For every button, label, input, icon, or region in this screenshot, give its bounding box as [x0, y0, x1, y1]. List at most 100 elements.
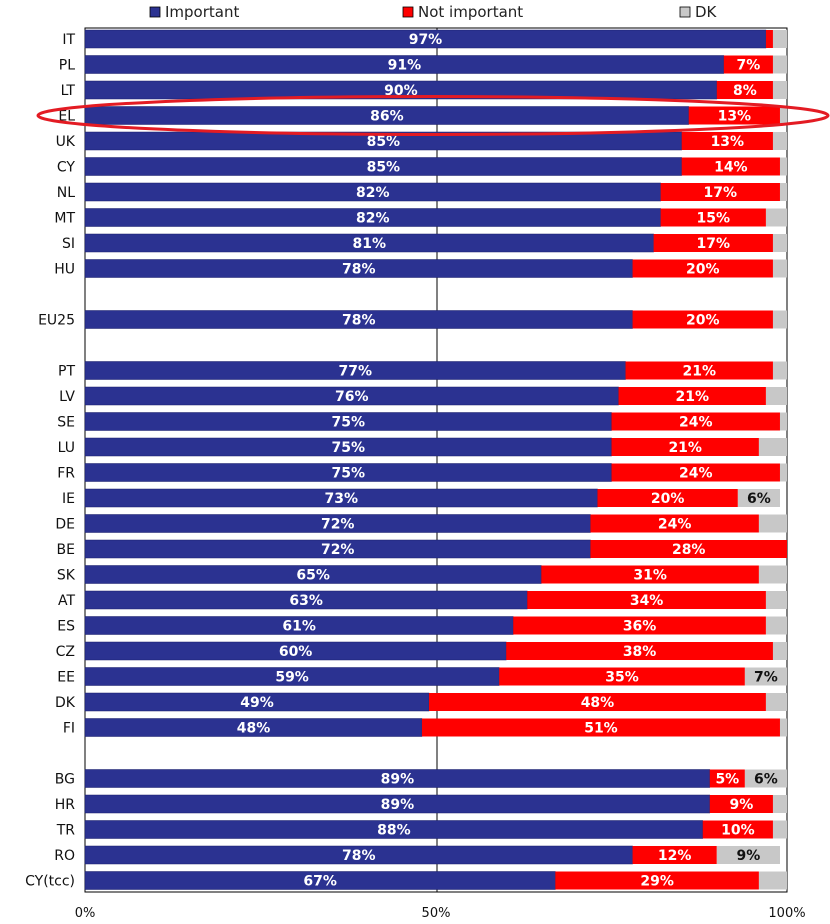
bar-not-important [506, 642, 773, 660]
bar-value-label: 81% [353, 236, 387, 252]
bar-not-important [428, 693, 766, 711]
bar-value-label: 86% [370, 109, 404, 125]
bar-value-label: 65% [296, 568, 330, 584]
bar-value-label: 20% [686, 313, 720, 329]
category-label: PL [59, 58, 75, 74]
bar-value-label: 63% [289, 593, 323, 609]
bar-dk [765, 387, 787, 405]
bar-dk [772, 310, 787, 329]
bar-value-label: 17% [704, 185, 738, 201]
x-tick-label: 100% [768, 906, 805, 921]
bar-value-label: 13% [711, 134, 745, 150]
bar-value-label: 21% [668, 440, 702, 456]
bar-dk [765, 693, 787, 711]
bar-value-label: 6% [754, 772, 778, 788]
bar-dk [772, 820, 787, 839]
bar-dk [772, 361, 787, 380]
highlight-ellipse [36, 95, 830, 136]
category-label: LV [59, 389, 75, 405]
category-label: CY(tcc) [25, 874, 75, 890]
bar-important [84, 871, 556, 890]
bar-not-important [660, 208, 766, 227]
bar-not-important [555, 871, 759, 890]
bar-not-important [632, 846, 717, 864]
bar-value-label: 34% [630, 593, 664, 609]
x-axis-ticks: 0% 50% 100% [75, 906, 806, 921]
bar-dk [779, 412, 787, 431]
bar-value-label: 8% [733, 83, 757, 99]
category-label: IT [62, 32, 75, 48]
bar-dk [779, 106, 787, 125]
category-label: BG [55, 772, 75, 788]
bar-value-label: 7% [736, 58, 760, 74]
bar-value-label: 91% [388, 58, 422, 74]
category-label: CZ [56, 644, 75, 660]
bar-value-label: 78% [342, 313, 376, 329]
bar-value-label: 24% [679, 466, 713, 482]
bar-dk [744, 667, 787, 686]
category-label: BE [57, 542, 75, 558]
bar-dk [779, 718, 787, 737]
bar-value-label: 89% [381, 797, 415, 813]
bar-value-label: 28% [672, 542, 706, 558]
category-label: AT [58, 593, 75, 609]
bar-value-label: 36% [623, 619, 657, 635]
bar-not-important [625, 361, 773, 380]
bar-dk [772, 132, 787, 150]
bar-not-important [513, 616, 766, 635]
x-tick-label: 50% [422, 906, 451, 921]
bar-value-label: 75% [331, 440, 365, 456]
bar-dk [765, 591, 787, 609]
bar-not-important [611, 463, 780, 482]
category-label: FI [63, 721, 75, 737]
bar-value-label: 97% [409, 32, 443, 48]
bar-value-label: 85% [367, 134, 401, 150]
category-label: EL [58, 109, 75, 125]
bar-not-important [611, 412, 780, 431]
bar-value-label: 78% [342, 848, 376, 864]
bar-dk [765, 616, 787, 635]
bar-not-important [702, 820, 773, 839]
bar-dk [716, 846, 780, 864]
bar-dk [772, 30, 787, 48]
bar-value-label: 13% [718, 109, 752, 125]
bar-dk [765, 208, 787, 227]
category-label: SI [62, 236, 75, 252]
bar-not-important [541, 565, 759, 584]
bar-not-important [653, 234, 773, 252]
bar-value-label: 51% [584, 721, 618, 737]
bar-value-label: 49% [240, 695, 274, 711]
category-label: ES [57, 619, 75, 635]
bar-not-important [590, 540, 787, 558]
bar-dk [772, 55, 787, 74]
bar-not-important [681, 132, 773, 150]
bar-not-important [709, 795, 773, 813]
category-label: LU [58, 440, 75, 456]
bar-not-important [716, 81, 773, 99]
category-label: HU [54, 262, 75, 278]
category-label: LT [61, 83, 76, 99]
bar-value-label: 67% [303, 874, 337, 890]
bar-value-label: 17% [697, 236, 731, 252]
bar-value-label: 78% [342, 262, 376, 278]
bar-value-label: 73% [324, 491, 358, 507]
bar-value-label: 82% [356, 211, 390, 227]
bar-value-label: 21% [682, 364, 716, 380]
bar-value-label: 20% [686, 262, 720, 278]
bar-value-label: 89% [381, 772, 415, 788]
bar-value-label: 21% [675, 389, 709, 405]
bar-value-label: 6% [747, 491, 771, 507]
category-label: CY [57, 160, 76, 176]
category-label: SE [57, 415, 75, 431]
bar-dk [772, 81, 787, 99]
bar-dk [737, 489, 780, 507]
category-label: NL [57, 185, 75, 201]
bar-value-label: 75% [331, 415, 365, 431]
category-label: PT [58, 364, 75, 380]
bar-not-important [421, 718, 780, 737]
bar-value-label: 9% [736, 848, 760, 864]
category-label: EU25 [38, 313, 75, 329]
bar-not-important [681, 157, 780, 176]
bar-dk [772, 642, 787, 660]
